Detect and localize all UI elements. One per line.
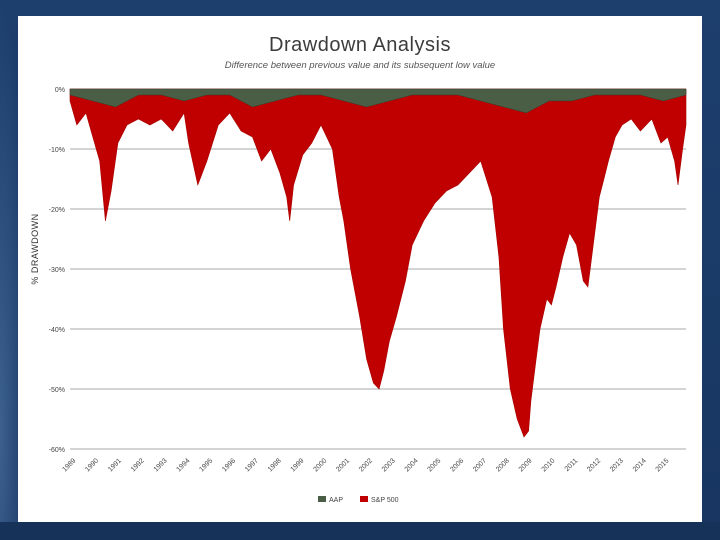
x-tick-label: 2000 (312, 457, 328, 473)
x-tick-label: 1998 (267, 457, 283, 473)
slide-panel: Drawdown Analysis Difference between pre… (18, 16, 702, 522)
drawdown-chart: 0% -10% -20% -30% -40% -50% -60% % DRAWDOWN 1989… (30, 87, 687, 504)
y-tick-label: -20% (49, 207, 65, 214)
y-tick-label: -40% (49, 327, 65, 334)
x-tick-label: 1997 (244, 457, 260, 473)
x-tick-label: 2008 (495, 457, 511, 473)
x-tick-label: 1999 (290, 457, 306, 473)
legend-swatch (318, 496, 326, 502)
x-tick-label: 2005 (426, 457, 442, 473)
legend-label: AAP (329, 497, 343, 504)
bottom-band (0, 522, 720, 540)
x-tick-label: 1994 (176, 457, 192, 473)
x-tick-label: 2015 (655, 457, 671, 473)
x-tick-label: 2003 (381, 457, 397, 473)
x-tick-label: 2013 (609, 457, 625, 473)
y-tick-label: -60% (49, 447, 65, 454)
x-tick-label: 2009 (518, 457, 534, 473)
x-tick-label: 2007 (472, 457, 488, 473)
chart-title: Drawdown Analysis (269, 34, 451, 56)
y-axis-label: % DRAWDOWN (30, 213, 40, 284)
x-tick-label: 2014 (632, 457, 648, 473)
legend-label: S&P 500 (371, 497, 399, 504)
x-tick-label: 2006 (449, 457, 465, 473)
series-area-aap (69, 88, 687, 114)
chart-subtitle: Difference between previous value and it… (224, 60, 496, 71)
x-tick-label: 1989 (61, 457, 77, 473)
y-tick-label: -30% (49, 267, 65, 274)
y-tick-label: 0% (55, 87, 65, 94)
x-tick-label: 2002 (358, 457, 374, 473)
x-tick-label: 1990 (84, 457, 100, 473)
x-tick-label: 2001 (335, 457, 351, 473)
legend-swatch (360, 496, 368, 502)
x-tick-label: 1996 (221, 457, 237, 473)
x-tick-label: 2010 (541, 457, 557, 473)
x-tick-label: 1993 (153, 457, 169, 473)
y-tick-label: -10% (49, 147, 65, 154)
y-tick-label: -50% (49, 387, 65, 394)
x-tick-label: 2004 (404, 457, 420, 473)
x-tick-label: 1992 (130, 457, 146, 473)
x-tick-label: 2011 (564, 457, 580, 473)
x-tick-label: 1995 (198, 457, 214, 473)
x-tick-label: 2012 (586, 457, 602, 473)
x-tick-label: 1991 (107, 457, 123, 473)
series-area-sp500 (69, 88, 687, 438)
